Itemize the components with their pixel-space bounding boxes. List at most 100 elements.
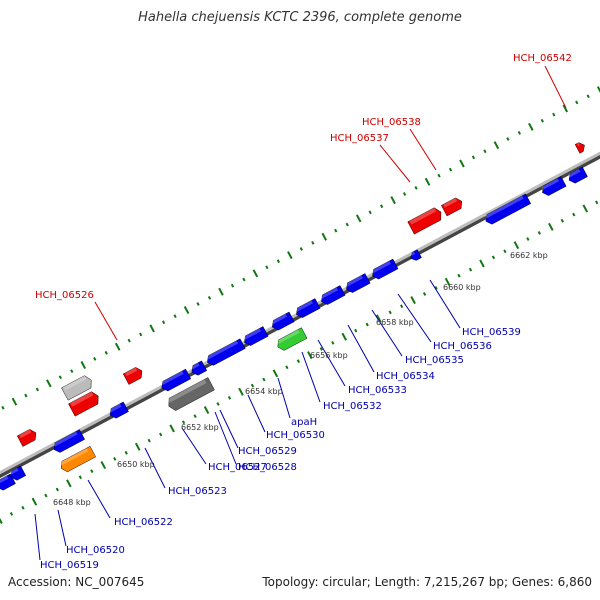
grey-gene-shine: [63, 375, 87, 391]
tick-mark: [424, 177, 431, 186]
forward-gene[interactable]: [68, 390, 101, 417]
reverse-gene[interactable]: [159, 368, 192, 393]
tick-mark: [250, 383, 255, 388]
reverse-gene-shape: [207, 338, 246, 366]
reverse-gene[interactable]: [189, 360, 208, 377]
reverse-gene[interactable]: [319, 285, 346, 307]
forward-gene[interactable]: [16, 427, 39, 447]
tick-mark: [147, 438, 151, 443]
label-hch-06542[interactable]: HCH_06542: [513, 53, 572, 64]
reverse-gene[interactable]: [540, 176, 567, 198]
reverse-gene-shape: [0, 473, 16, 491]
reverse-gene-shine: [541, 178, 560, 190]
green-gene[interactable]: [275, 327, 308, 353]
forward-gene[interactable]: [407, 206, 445, 235]
tick-mark: [24, 393, 28, 398]
forward-gene-shape: [68, 391, 99, 417]
tick-mark: [334, 228, 338, 233]
label-hch-06533-leader: [317, 339, 346, 387]
label-hch-06529[interactable]: HCH_06529: [238, 446, 297, 457]
reverse-gene-shine: [484, 195, 524, 219]
reverse-gene-shape: [485, 193, 532, 225]
reverse-gene[interactable]: [107, 401, 129, 420]
kbp-label: 6648 kbp: [53, 498, 91, 507]
tick-mark: [227, 395, 232, 400]
label-hch-06526[interactable]: HCH_06526: [35, 290, 94, 301]
reverse-gene[interactable]: [8, 465, 27, 482]
label-hch-06542-leader: [544, 65, 567, 109]
reverse-gene[interactable]: [370, 258, 399, 281]
orange-gene[interactable]: [58, 445, 96, 474]
forward-gene[interactable]: [122, 365, 145, 385]
reverse-gene[interactable]: [408, 249, 422, 263]
tick-mark: [552, 112, 556, 117]
label-hch-06528-leader: [214, 411, 237, 465]
reverse-gene[interactable]: [294, 298, 321, 320]
tick-mark: [493, 141, 500, 150]
label-hch-06528[interactable]: HCH_06528: [238, 462, 297, 473]
forward-gene[interactable]: [441, 196, 464, 217]
label-hch-06536[interactable]: HCH_06536: [433, 341, 492, 352]
label-hch-06532[interactable]: HCH_06532: [323, 401, 382, 412]
label-apah[interactable]: apaH: [291, 417, 317, 428]
reverse-gene-shine: [206, 340, 239, 360]
forward-gene-shine: [19, 429, 32, 439]
label-hch-06527[interactable]: HCH_06527: [208, 462, 267, 473]
reverse-gene-shape: [191, 360, 208, 376]
tick-mark: [139, 332, 143, 337]
label-hch-06538[interactable]: HCH_06538: [362, 117, 421, 128]
forward-gene-shape: [574, 142, 585, 154]
kbp-label: 6656 kbp: [310, 351, 348, 360]
dark-gene[interactable]: [166, 377, 215, 413]
label-hch-06539[interactable]: HCH_06539: [462, 327, 521, 338]
tick-mark: [572, 212, 576, 217]
label-hch-06520[interactable]: HCH_06520: [66, 545, 125, 556]
label-hch-06533[interactable]: HCH_06533: [348, 385, 407, 396]
reverse-gene[interactable]: [344, 273, 371, 295]
forward-gene-shine: [443, 197, 458, 208]
forward-gene[interactable]: [574, 141, 587, 154]
tick-mark: [161, 320, 166, 325]
label-apah-leader: [277, 377, 291, 419]
kbp-label: 6660 kbp: [443, 283, 481, 292]
reverse-gene[interactable]: [51, 429, 85, 455]
label-hch-06519-leader: [34, 513, 41, 561]
tick-mark: [368, 210, 372, 215]
reverse-gene[interactable]: [0, 473, 16, 492]
tick-mark: [242, 277, 246, 282]
tick-mark: [134, 442, 141, 451]
reverse-gene[interactable]: [566, 166, 588, 185]
tick-mark: [503, 249, 507, 254]
label-hch-06530[interactable]: HCH_06530: [266, 430, 325, 441]
label-hch-06534[interactable]: HCH_06534: [376, 371, 435, 382]
tick-mark: [375, 314, 382, 323]
reverse-gene-shape: [10, 465, 27, 481]
tick-mark: [479, 259, 485, 268]
tick-mark: [149, 324, 155, 333]
tick-mark: [468, 267, 473, 272]
reverse-gene[interactable]: [205, 338, 246, 368]
kbp-label: 6654 kbp: [245, 387, 283, 396]
label-hch-06532-leader: [301, 351, 321, 403]
label-hch-06523[interactable]: HCH_06523: [168, 486, 227, 497]
label-hch-06535[interactable]: HCH_06535: [405, 355, 464, 366]
label-hch-06522[interactable]: HCH_06522: [114, 517, 173, 528]
label-hch-06519[interactable]: HCH_06519: [40, 560, 99, 571]
tick-mark: [169, 424, 175, 433]
reverse-gene-shape: [244, 326, 269, 346]
dark-gene-shape: [168, 377, 215, 411]
tick-mark: [66, 479, 72, 488]
reverse-gene[interactable]: [483, 193, 532, 226]
label-hch-06526-leader: [94, 301, 118, 341]
reverse-gene[interactable]: [270, 311, 295, 332]
tick-mark: [216, 402, 220, 406]
reverse-gene[interactable]: [242, 326, 269, 348]
reverse-gene-shine: [243, 328, 262, 340]
map-title: Hahella chejuensis KCTC 2396, complete g…: [138, 10, 462, 25]
tick-mark: [471, 155, 476, 160]
grey-gene[interactable]: [61, 374, 94, 401]
forward-gene-shape: [16, 429, 37, 447]
tick-mark: [196, 302, 200, 306]
reverse-gene-shape: [542, 176, 567, 196]
label-hch-06537[interactable]: HCH_06537: [330, 133, 389, 144]
